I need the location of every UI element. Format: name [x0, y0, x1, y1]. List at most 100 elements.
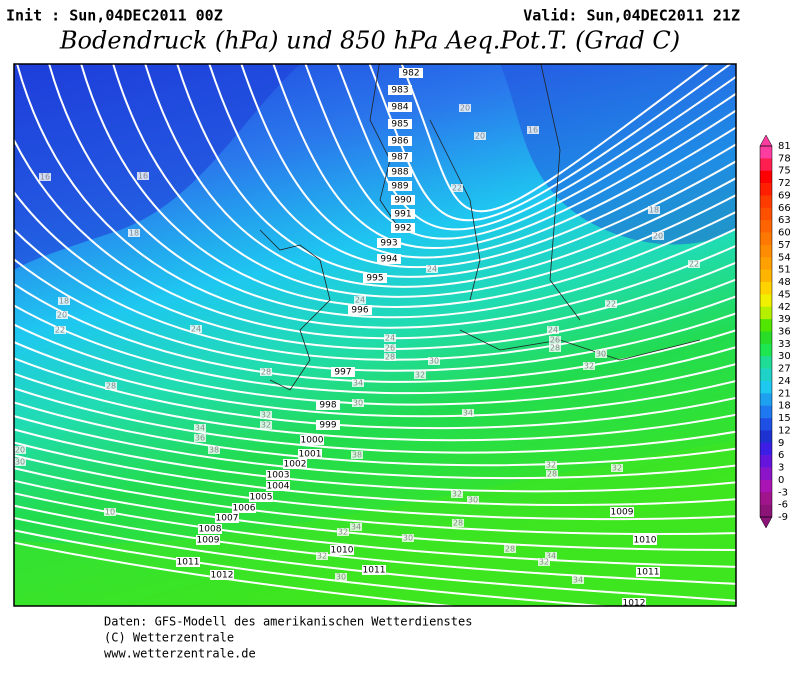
isobar — [400, 64, 710, 213]
isobar-label: 982 — [402, 69, 419, 79]
colorbar-tick-label: 66 — [778, 203, 791, 214]
isobar-label-box — [636, 567, 660, 577]
colorbar-band — [760, 207, 772, 221]
isobar-label-box — [331, 367, 355, 377]
isobar-label: 984 — [391, 103, 408, 113]
theta-label: 28 — [106, 382, 116, 391]
theta-label-box — [595, 350, 607, 358]
colorbar-band — [760, 418, 772, 431]
isobar-label: 1009 — [197, 536, 220, 546]
isobar-label: 1011 — [363, 566, 386, 576]
isobar-label: 1009 — [611, 508, 634, 518]
theta-label-box — [104, 508, 116, 516]
theta-label: 20 — [15, 446, 25, 455]
isobar-label-box — [330, 545, 354, 555]
colorbar: 8178757269666360575451484542393633302724… — [759, 134, 791, 529]
colorbar-tick-label: 3 — [778, 463, 784, 474]
theta-label: 22 — [689, 260, 699, 269]
isobar — [14, 137, 736, 340]
theta-label: 30 — [429, 357, 439, 366]
theta-label-box — [354, 296, 366, 304]
theta-label-box — [128, 229, 140, 237]
theta-label: 18 — [649, 206, 659, 215]
theta-label: 24 — [548, 326, 558, 335]
isobar-label-box — [300, 435, 324, 445]
isobar-label-box — [298, 449, 322, 459]
isobar-label-box — [391, 195, 415, 205]
isobar — [14, 304, 736, 395]
theta-label-box — [546, 470, 558, 478]
theta-label: 28 — [550, 344, 560, 353]
isobar — [14, 517, 736, 602]
colorbar-band — [760, 442, 772, 456]
colorbar-band — [760, 220, 772, 233]
theta-label: 20 — [460, 104, 470, 113]
theta-label-box — [462, 409, 474, 417]
theta-label: 28 — [385, 353, 395, 362]
isobar-label: 1011 — [637, 568, 660, 578]
theta-label: 10 — [105, 508, 115, 517]
isobar-label-box — [391, 223, 415, 233]
colorbar-band — [760, 195, 772, 209]
colorbar-tick-label: 81 — [778, 141, 791, 152]
isobar — [14, 357, 736, 430]
isobar — [48, 64, 736, 319]
isobar — [208, 64, 736, 269]
footer-line: (C) Wetterzentrale — [104, 631, 234, 645]
isobar-label-box — [377, 254, 401, 264]
isobar — [14, 323, 736, 406]
isobar — [368, 64, 733, 222]
theta-label: 22 — [606, 300, 616, 309]
colorbar-tick-label: 9 — [778, 438, 784, 449]
isobar-label-box — [348, 305, 372, 315]
colorbar-band — [760, 232, 772, 246]
colorbar-tick-label: 21 — [778, 388, 791, 399]
isobar-label: 1003 — [267, 471, 290, 481]
isobar-label: 993 — [380, 239, 397, 249]
isobar-label: 997 — [334, 368, 351, 378]
theta-label-box — [352, 379, 364, 387]
theta-label-box — [538, 558, 550, 566]
isobar — [14, 428, 736, 493]
isobar — [14, 492, 736, 568]
theta-label-box — [54, 326, 66, 334]
isobar-label-box — [388, 181, 412, 191]
colorbar-tick-label: 78 — [778, 153, 791, 164]
theta-label: 28 — [505, 545, 515, 554]
colorbar-tick-label: 63 — [778, 215, 791, 226]
theta-label-box — [452, 519, 464, 527]
isobar-label-box — [377, 238, 401, 248]
isobar-label: 998 — [319, 401, 336, 411]
theta-label: 28 — [261, 368, 271, 377]
theta-label-box — [474, 132, 486, 140]
isobar-label-box — [633, 535, 657, 545]
theta-label-box — [190, 325, 202, 333]
isobar-label-box — [215, 513, 239, 523]
theta-label: 30 — [468, 496, 478, 505]
isobar-label-box — [249, 492, 273, 502]
isobar — [14, 479, 736, 551]
isobar — [304, 64, 736, 240]
colorbar-tick-label: 42 — [778, 302, 791, 313]
isobar-label: 1010 — [331, 546, 354, 556]
isobar — [14, 467, 736, 535]
colorbar-frame — [759, 145, 773, 518]
isobar — [14, 529, 613, 606]
colorbar-tick-label: 27 — [778, 364, 791, 375]
theta-label-box — [260, 411, 272, 419]
theta-label: 30 — [596, 350, 606, 359]
isobar-label-box — [196, 535, 220, 545]
theta-label: 24 — [385, 334, 395, 343]
colorbar-band — [760, 294, 772, 308]
isobar-label-box — [283, 459, 307, 469]
isobar-label-box — [316, 420, 340, 430]
isobar-label-box — [388, 167, 412, 177]
theta-label-box — [208, 446, 220, 454]
theta-label-box — [105, 382, 117, 390]
init-time: Init : Sun,04DEC2011 00Z — [6, 7, 223, 25]
isobar — [14, 257, 736, 372]
theta-label-box — [467, 496, 479, 504]
isobar-label-box — [266, 481, 290, 491]
map: 982 983 984 985 986 987 988 989 990 991 992 993 994 9… — [14, 64, 736, 606]
theta-label-box — [14, 446, 26, 454]
